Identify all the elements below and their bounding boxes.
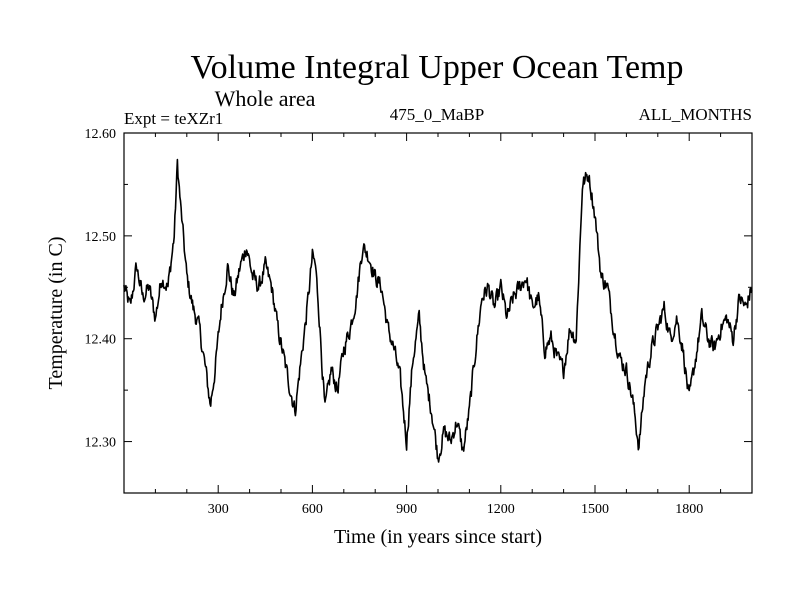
- x-axis-ticks: 300 600 900 1200 1500 1800: [154, 133, 722, 517]
- y-tick-label: 12.30: [85, 436, 117, 451]
- x-tick-label: 1800: [675, 502, 703, 517]
- x-axis-label: Time (in years since start): [334, 526, 542, 548]
- y-tick-label: 12.60: [85, 127, 117, 142]
- x-tick-label: 600: [302, 502, 323, 517]
- experiment-label: Expt = teXZr1: [124, 109, 223, 128]
- months-label: ALL_MONTHS: [639, 105, 752, 124]
- y-axis-label: Temperature (in C): [45, 237, 67, 390]
- plot-frame: [123, 132, 753, 494]
- x-tick-label: 900: [396, 502, 417, 517]
- y-tick-label: 12.40: [85, 333, 117, 348]
- chart-title: Volume Integral Upper Ocean Temp: [191, 49, 684, 86]
- x-tick-label: 1500: [581, 502, 609, 517]
- y-tick-label: 12.50: [85, 230, 117, 245]
- y-axis-ticks: 12.30 12.40 12.50 12.60: [85, 127, 752, 494]
- series-line: [123, 158, 753, 463]
- x-tick-label: 1200: [487, 502, 515, 517]
- chart-subtitle: Whole area: [215, 86, 316, 111]
- x-tick-label: 300: [208, 502, 229, 517]
- period-label: 475_0_MaBP: [390, 105, 484, 124]
